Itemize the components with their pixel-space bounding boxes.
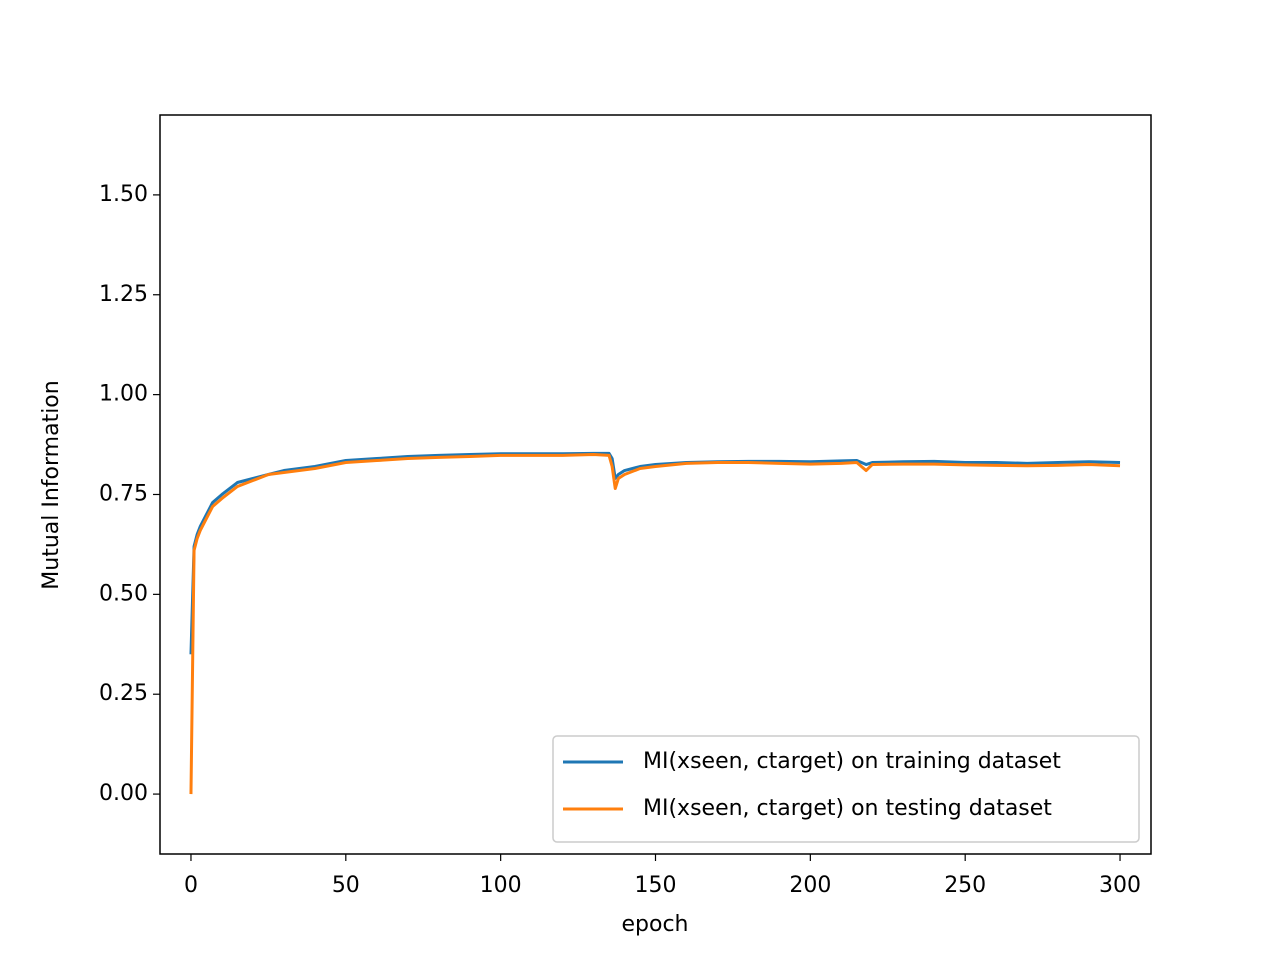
y-tick-label: 0.75 bbox=[99, 481, 148, 506]
plot-frame bbox=[159, 114, 1152, 855]
y-tick-label: 0.00 bbox=[99, 781, 148, 806]
y-tick-label: 0.50 bbox=[99, 581, 148, 606]
x-tick-label: 100 bbox=[480, 873, 522, 898]
legend-label: MI(xseen, ctarget) on testing dataset bbox=[643, 796, 1052, 821]
data-line bbox=[189, 453, 1121, 795]
y-tick-label: 1.50 bbox=[99, 182, 148, 207]
y-tick-label: 1.25 bbox=[99, 282, 148, 307]
y-axis-label: Mutual Information bbox=[39, 380, 64, 589]
x-axis-label: epoch bbox=[622, 912, 689, 937]
legend-box bbox=[552, 735, 1140, 843]
x-tick-label: 250 bbox=[944, 873, 986, 898]
legend-label: MI(xseen, ctarget) on training dataset bbox=[643, 749, 1061, 774]
y-tick-label: 1.00 bbox=[99, 382, 148, 407]
x-tick-label: 150 bbox=[635, 873, 677, 898]
data-line bbox=[189, 451, 1121, 655]
x-tick-label: 200 bbox=[789, 873, 831, 898]
y-tick-label: 0.25 bbox=[99, 681, 148, 706]
x-tick-label: 50 bbox=[332, 873, 360, 898]
x-tick-label: 300 bbox=[1099, 873, 1141, 898]
x-tick-label: 0 bbox=[184, 873, 198, 898]
